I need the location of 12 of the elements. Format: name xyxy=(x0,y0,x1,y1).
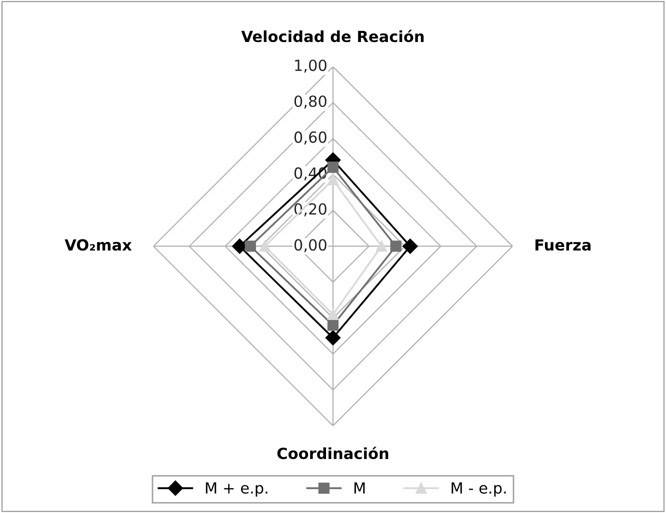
y-tick-label: 0,60 xyxy=(294,131,326,144)
y-tick-label: 0,80 xyxy=(294,95,326,109)
spoke-label: Coordinación xyxy=(277,446,388,460)
legend-label: M - e.p. xyxy=(452,482,506,497)
legend-label: M xyxy=(354,482,365,494)
spoke-label: Fuerza xyxy=(536,239,591,251)
legend-label: M + e.p. xyxy=(206,482,268,497)
spoke-label: VO₂max xyxy=(64,239,132,251)
y-tick-label: 0,00 xyxy=(294,239,326,252)
spoke-label: Velocidad de Reación xyxy=(241,30,424,42)
y-tick-label: 1,00 xyxy=(295,60,326,73)
y-tick-label: 0,20 xyxy=(294,203,326,216)
